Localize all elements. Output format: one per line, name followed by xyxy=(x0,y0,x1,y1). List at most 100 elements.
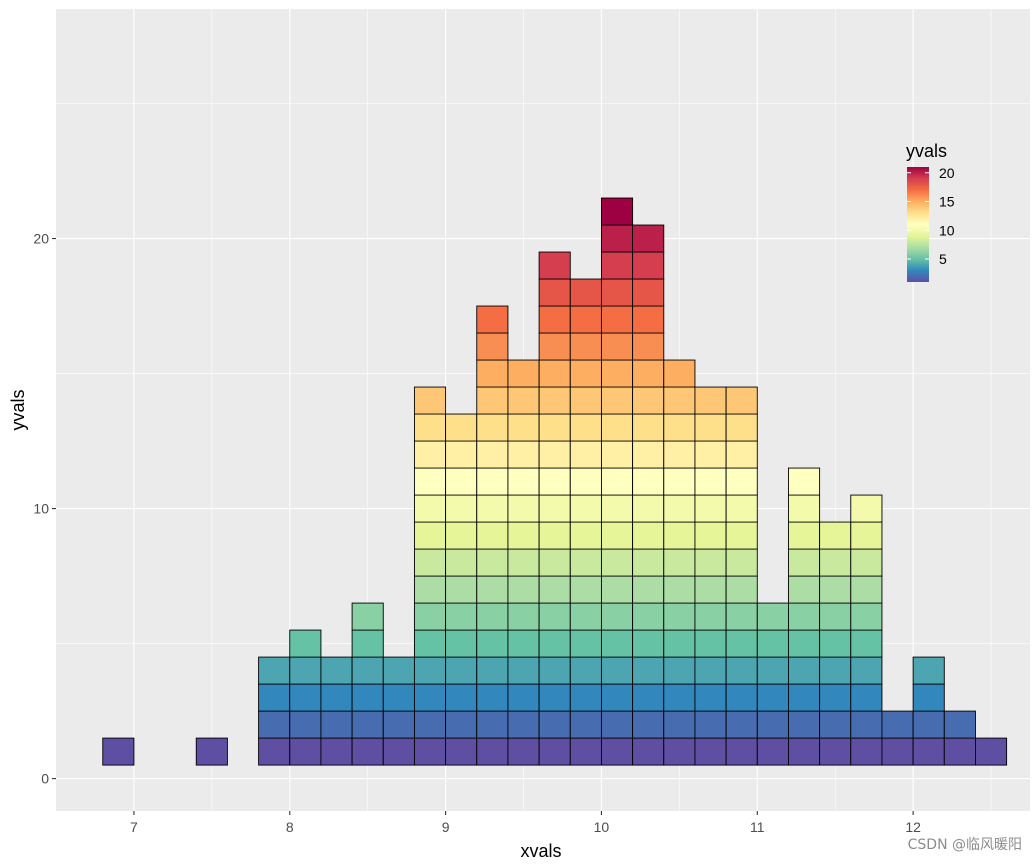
tile xyxy=(912,737,945,766)
tile xyxy=(538,710,571,739)
tile xyxy=(600,332,634,361)
tile xyxy=(850,629,883,658)
tile xyxy=(476,359,509,388)
tile xyxy=(507,656,540,685)
tile xyxy=(819,602,852,631)
tile xyxy=(694,710,727,739)
tile xyxy=(413,413,447,442)
tile xyxy=(787,467,821,496)
tile xyxy=(413,467,447,496)
tile xyxy=(445,467,478,496)
tile xyxy=(507,737,540,766)
tile xyxy=(569,521,602,550)
tile xyxy=(912,656,945,685)
tile xyxy=(413,683,447,712)
tile xyxy=(320,710,353,739)
tile xyxy=(881,737,914,766)
tile xyxy=(538,494,571,523)
tile xyxy=(538,548,571,577)
tile xyxy=(445,710,478,739)
tile xyxy=(507,359,540,388)
tile xyxy=(850,737,883,766)
tile xyxy=(694,656,727,685)
tile xyxy=(725,683,758,712)
tile xyxy=(538,683,571,712)
tile xyxy=(819,575,852,604)
tile xyxy=(632,467,665,496)
tile xyxy=(600,629,634,658)
tile xyxy=(600,521,634,550)
tile xyxy=(413,737,447,766)
tile xyxy=(382,737,415,766)
tile xyxy=(258,710,291,739)
tile xyxy=(600,656,634,685)
tile xyxy=(289,710,322,739)
tile xyxy=(756,737,789,766)
legend-label: 15 xyxy=(939,194,955,210)
tiles xyxy=(102,197,1008,766)
tile xyxy=(351,656,384,685)
tile xyxy=(632,521,665,550)
tile xyxy=(507,629,540,658)
legend-label: 20 xyxy=(939,165,955,181)
tile xyxy=(351,629,384,658)
tile xyxy=(787,521,821,550)
tile xyxy=(725,521,758,550)
tile xyxy=(507,575,540,604)
tile xyxy=(569,656,602,685)
tile xyxy=(102,737,135,766)
tile xyxy=(632,548,665,577)
tile xyxy=(694,413,727,442)
legend-label: 10 xyxy=(939,222,955,238)
tile xyxy=(413,494,447,523)
tile xyxy=(600,575,634,604)
tile xyxy=(538,359,571,388)
tile xyxy=(195,737,228,766)
tile xyxy=(538,413,571,442)
tile xyxy=(600,467,634,496)
tile xyxy=(476,332,509,361)
tile xyxy=(663,413,696,442)
tile xyxy=(694,683,727,712)
tile xyxy=(725,413,758,442)
tile xyxy=(787,575,821,604)
tile xyxy=(382,710,415,739)
tile xyxy=(351,710,384,739)
tile xyxy=(756,710,789,739)
tile xyxy=(756,656,789,685)
tile xyxy=(476,656,509,685)
tile xyxy=(600,359,634,388)
tile xyxy=(850,656,883,685)
tile xyxy=(819,521,852,550)
tile xyxy=(507,467,540,496)
tile xyxy=(476,467,509,496)
tile xyxy=(600,548,634,577)
tile xyxy=(694,602,727,631)
tile xyxy=(632,251,665,280)
tile xyxy=(538,602,571,631)
tile xyxy=(445,602,478,631)
tile xyxy=(663,737,696,766)
tile xyxy=(694,629,727,658)
tile xyxy=(663,575,696,604)
axes: 7 8 9 10 11 12 0 10 20 xyxy=(33,231,921,835)
tile xyxy=(476,494,509,523)
tile xyxy=(413,548,447,577)
tile xyxy=(663,386,696,415)
tile xyxy=(538,386,571,415)
legend-colorbar xyxy=(907,167,929,282)
tile xyxy=(725,710,758,739)
tile xyxy=(663,494,696,523)
tile xyxy=(320,656,353,685)
tile xyxy=(569,575,602,604)
tile xyxy=(507,602,540,631)
tile xyxy=(569,413,602,442)
tile xyxy=(382,683,415,712)
tile xyxy=(819,737,852,766)
watermark: CSDN @临风暖阳 xyxy=(907,837,1022,853)
tile xyxy=(850,575,883,604)
tile xyxy=(787,494,821,523)
tile xyxy=(445,683,478,712)
tile xyxy=(756,683,789,712)
